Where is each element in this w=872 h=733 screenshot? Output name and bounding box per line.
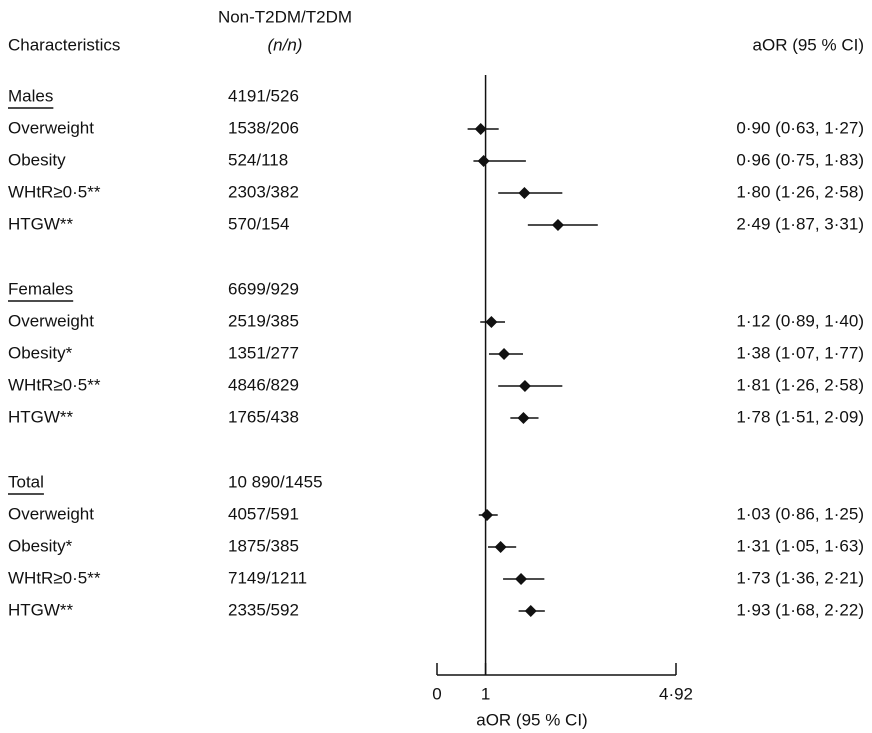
- row-count: 1765/438: [228, 407, 299, 426]
- row-count: 2335/592: [228, 600, 299, 619]
- group-count: 10 890/1455: [228, 472, 323, 491]
- row-label: HTGW**: [8, 214, 74, 233]
- estimate-label: 1·31 (1·05, 1·63): [736, 536, 864, 555]
- row-label: HTGW**: [8, 407, 74, 426]
- count-header: Non-T2DM/T2DM: [218, 7, 352, 26]
- row-count: 4846/829: [228, 375, 299, 394]
- x-axis-label: aOR (95 % CI): [476, 710, 587, 729]
- row-count: 1351/277: [228, 343, 299, 362]
- count-subheader: (n/n): [268, 35, 303, 54]
- row-count: 570/154: [228, 214, 289, 233]
- estimate-label: 0·96 (0·75, 1·83): [736, 150, 864, 169]
- row-count: 1538/206: [228, 118, 299, 137]
- row-count: 1875/385: [228, 536, 299, 555]
- label-header: Characteristics: [8, 35, 120, 54]
- group-count: 6699/929: [228, 279, 299, 298]
- row-label: Overweight: [8, 118, 94, 137]
- row-label: WHtR≥0·5**: [8, 375, 101, 394]
- estimate-diamond: [518, 187, 531, 199]
- row-label: Obesity*: [8, 536, 73, 555]
- x-tick-label: 1: [481, 684, 490, 703]
- estimate-diamond: [498, 348, 511, 360]
- estimate-diamond: [524, 605, 537, 617]
- estimate-diamond: [518, 380, 531, 392]
- row-count: 7149/1211: [228, 568, 307, 587]
- estimate-label: 2·49 (1·87, 3·31): [736, 214, 864, 233]
- row-count: 524/118: [228, 150, 288, 169]
- row-label: Overweight: [8, 504, 94, 523]
- estimate-diamond: [481, 509, 494, 521]
- row-count: 4057/591: [228, 504, 299, 523]
- estimate-label: 1·93 (1·68, 2·22): [736, 600, 864, 619]
- estimate-diamond: [485, 316, 498, 328]
- estimate-label: 1·03 (0·86, 1·25): [736, 504, 864, 523]
- estimate-diamond: [474, 123, 487, 135]
- row-label: WHtR≥0·5**: [8, 182, 101, 201]
- estimate-label: 0·90 (0·63, 1·27): [736, 118, 864, 137]
- estimate-label: 1·73 (1·36, 2·21): [736, 568, 864, 587]
- group-name: Males: [8, 86, 53, 105]
- group-name: Total: [8, 472, 44, 491]
- row-label: WHtR≥0·5**: [8, 568, 101, 587]
- row-count: 2519/385: [228, 311, 299, 330]
- estimate-diamond: [517, 412, 530, 424]
- row-label: Overweight: [8, 311, 94, 330]
- row-label: HTGW**: [8, 600, 74, 619]
- group-name: Females: [8, 279, 73, 298]
- estimate-diamond: [477, 155, 490, 167]
- x-tick-label: 0: [432, 684, 441, 703]
- row-label: Obesity: [8, 150, 66, 169]
- row-count: 2303/382: [228, 182, 299, 201]
- row-label: Obesity*: [8, 343, 73, 362]
- estimate-label: 1·12 (0·89, 1·40): [736, 311, 864, 330]
- estimate-header: aOR (95 % CI): [753, 35, 864, 54]
- estimate-label: 1·80 (1·26, 2·58): [736, 182, 864, 201]
- estimate-label: 1·81 (1·26, 2·58): [736, 375, 864, 394]
- estimate-diamond: [515, 573, 528, 585]
- estimate-label: 1·78 (1·51, 2·09): [736, 407, 864, 426]
- group-count: 4191/526: [228, 86, 299, 105]
- x-tick-label: 4·92: [659, 684, 693, 703]
- estimate-diamond: [494, 541, 507, 553]
- estimate-label: 1·38 (1·07, 1·77): [736, 343, 864, 362]
- estimate-diamond: [551, 219, 564, 231]
